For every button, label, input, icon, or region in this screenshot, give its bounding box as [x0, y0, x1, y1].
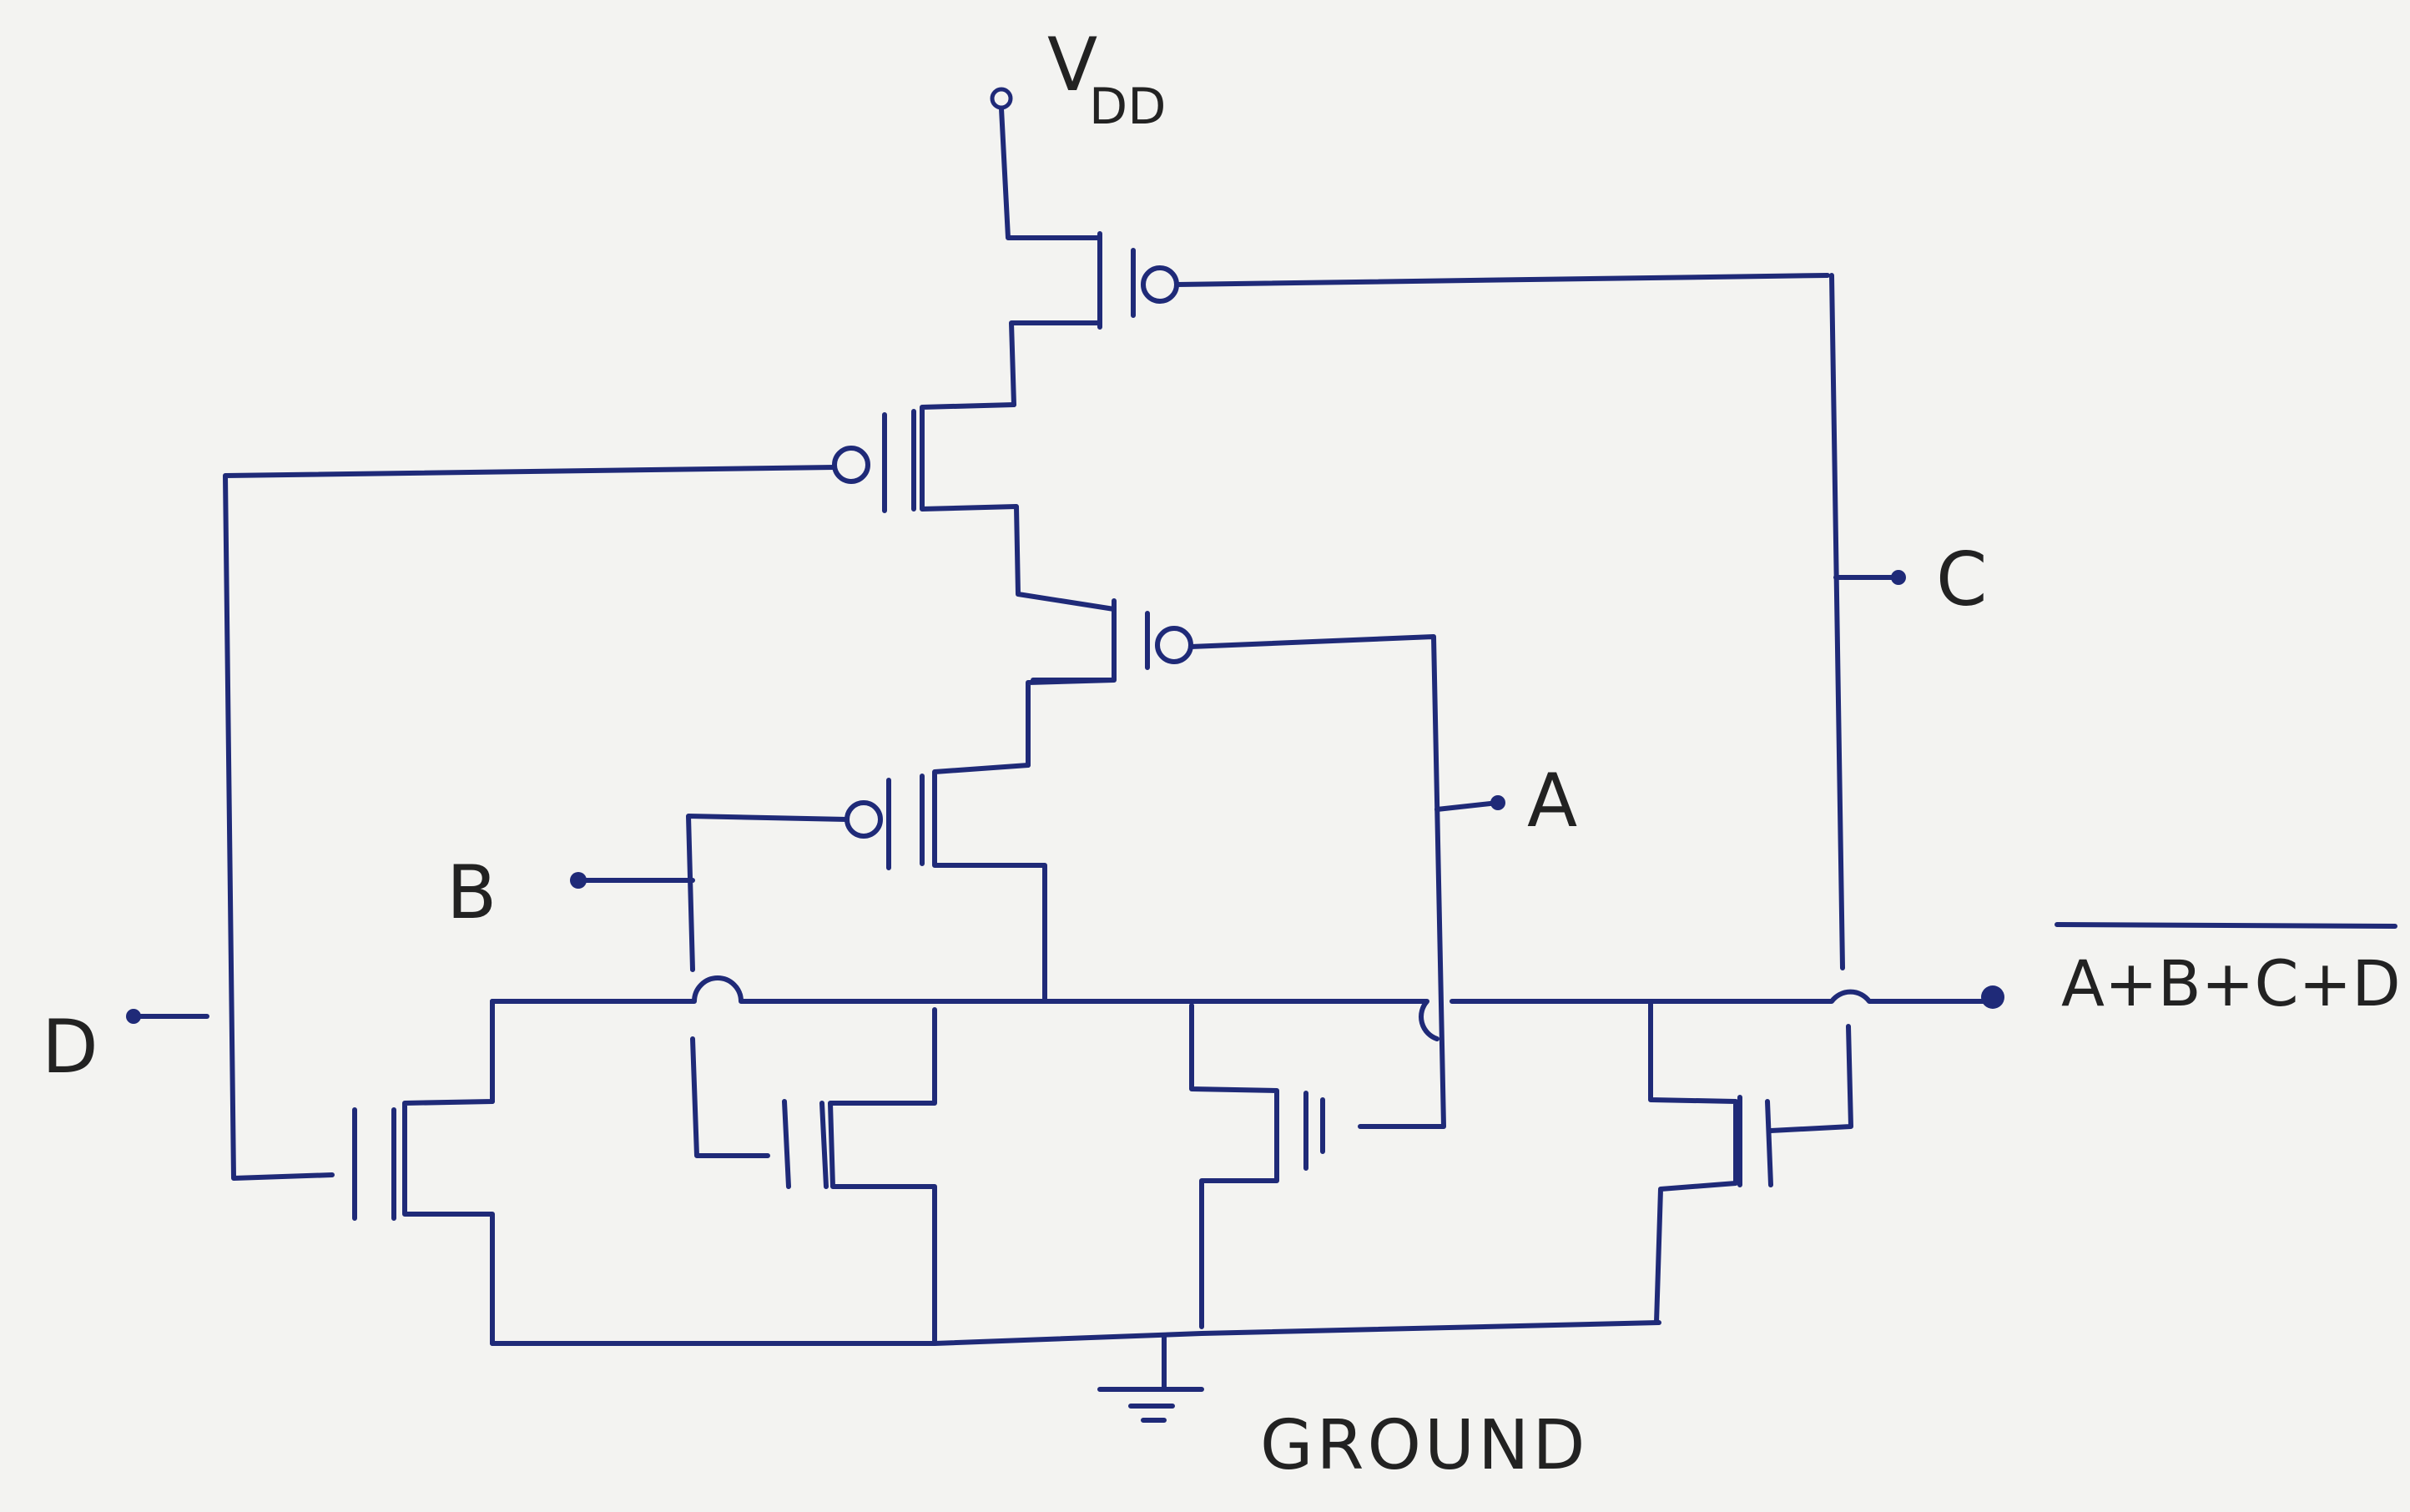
pmos-c	[1009, 231, 1830, 407]
vdd-label-sub: DD	[1089, 78, 1166, 136]
label-b: B	[446, 849, 497, 935]
label-ground: GROUND	[1260, 1406, 1589, 1485]
nmos-b	[782, 1007, 937, 1346]
output-node	[490, 975, 1989, 1041]
output-overbar	[2055, 922, 2397, 929]
vdd-label: V	[1047, 22, 1097, 108]
input-c-wire	[1768, 273, 1853, 1133]
pmos-b	[686, 763, 1047, 1004]
vdd-terminal	[990, 87, 1013, 110]
label-c: C	[1936, 537, 1987, 622]
output-terminal	[1981, 985, 2004, 1009]
vdd-wire	[999, 106, 1102, 240]
ground-symbol	[1097, 1333, 1204, 1423]
label-output: A+B+C+D	[2061, 946, 2401, 1021]
nmos-d	[352, 999, 495, 1346]
label-a: A	[1527, 758, 1577, 844]
pmos-d	[223, 402, 1117, 1181]
ground-bus	[490, 1320, 1661, 1346]
label-d: D	[42, 1004, 98, 1090]
nmos-a	[1189, 1003, 1325, 1329]
pmos-a	[1026, 598, 1446, 1129]
nmos-c	[1648, 999, 1773, 1325]
